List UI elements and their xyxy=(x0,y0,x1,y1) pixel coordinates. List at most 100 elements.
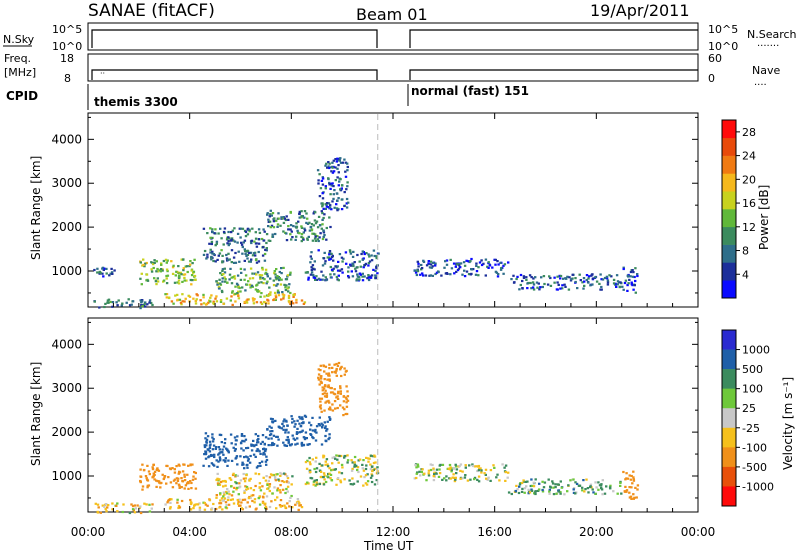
data-cell xyxy=(116,510,119,513)
data-cell xyxy=(459,477,462,480)
data-cell xyxy=(634,279,637,283)
data-cell xyxy=(454,465,458,468)
data-cell xyxy=(310,266,313,269)
data-cell xyxy=(445,259,449,262)
colorbar-segment xyxy=(722,408,736,429)
freq-trace-1 xyxy=(91,69,378,80)
data-cell xyxy=(326,465,330,468)
data-cell xyxy=(357,459,360,462)
data-cell xyxy=(284,431,287,434)
data-cell xyxy=(363,264,367,267)
power-data-layer xyxy=(93,157,639,310)
data-cell xyxy=(115,301,118,304)
data-cell xyxy=(416,463,420,466)
data-cell xyxy=(492,464,495,467)
data-cell xyxy=(163,475,167,478)
data-cell xyxy=(327,202,331,205)
data-cell xyxy=(314,470,318,474)
data-cell xyxy=(263,492,266,495)
data-cell xyxy=(321,237,325,241)
data-cell xyxy=(243,480,247,483)
data-cell xyxy=(459,266,462,269)
data-cell xyxy=(634,267,637,270)
data-cell xyxy=(323,478,326,481)
data-cell xyxy=(534,276,537,279)
data-cell xyxy=(265,282,268,285)
data-cell xyxy=(479,467,482,470)
data-cell xyxy=(532,481,535,484)
data-cell xyxy=(189,278,192,282)
data-cell xyxy=(267,444,270,447)
data-cell xyxy=(257,250,260,254)
data-cell xyxy=(413,269,416,272)
data-cell xyxy=(339,161,343,164)
data-cell xyxy=(208,446,212,450)
data-cell xyxy=(105,503,108,506)
data-cell xyxy=(202,464,205,467)
data-cell xyxy=(598,282,601,285)
data-cell xyxy=(614,282,617,285)
data-cell xyxy=(209,251,212,254)
data-cell xyxy=(324,434,327,438)
data-cell xyxy=(272,298,275,302)
data-cell xyxy=(226,498,230,502)
data-cell xyxy=(334,407,337,410)
data-cell xyxy=(290,238,293,241)
data-cell xyxy=(619,484,622,487)
cpid-segment-1-label: themis 3300 xyxy=(94,95,178,109)
data-cell xyxy=(245,485,249,489)
data-cell xyxy=(211,252,214,255)
data-cell xyxy=(438,468,441,471)
data-cell xyxy=(532,277,535,280)
data-cell xyxy=(542,275,546,278)
data-cell xyxy=(219,272,222,275)
data-cell xyxy=(336,458,339,461)
data-cell xyxy=(247,458,250,461)
data-cell xyxy=(323,474,326,477)
data-cell xyxy=(267,239,270,242)
data-cell xyxy=(202,227,206,230)
data-cell xyxy=(237,297,241,300)
data-cell xyxy=(334,468,337,471)
data-cell xyxy=(263,300,266,304)
data-cell xyxy=(279,484,282,487)
data-cell xyxy=(310,228,314,231)
data-cell xyxy=(622,470,625,474)
data-cell xyxy=(186,270,189,274)
data-cell xyxy=(218,287,221,290)
data-cell xyxy=(374,269,377,272)
data-cell xyxy=(252,453,256,456)
data-cell xyxy=(332,159,335,162)
data-cell xyxy=(375,267,378,270)
data-cell xyxy=(240,434,244,437)
data-cell xyxy=(221,499,225,502)
data-cell xyxy=(364,474,368,477)
data-cell xyxy=(204,437,207,440)
data-cell xyxy=(281,422,284,425)
data-cell xyxy=(249,487,253,490)
data-cell xyxy=(251,277,255,280)
data-cell xyxy=(333,363,336,366)
data-cell xyxy=(278,479,281,482)
data-cell xyxy=(292,295,295,298)
data-cell xyxy=(321,278,324,281)
data-cell xyxy=(276,487,280,490)
data-cell xyxy=(282,420,285,423)
data-cell xyxy=(326,166,329,169)
data-cell xyxy=(347,270,350,273)
data-cell xyxy=(335,369,338,372)
data-cell xyxy=(142,263,145,266)
data-cell xyxy=(231,229,234,232)
data-cell xyxy=(226,464,229,467)
data-cell xyxy=(354,267,357,270)
data-cell xyxy=(339,454,343,458)
data-cell xyxy=(476,478,479,481)
data-cell xyxy=(230,295,233,298)
data-cell xyxy=(424,274,428,277)
data-cell xyxy=(556,275,559,278)
data-cell xyxy=(312,437,315,440)
data-cell xyxy=(504,471,507,474)
data-cell xyxy=(356,273,359,276)
data-cell xyxy=(264,479,268,482)
data-cell xyxy=(536,286,539,289)
